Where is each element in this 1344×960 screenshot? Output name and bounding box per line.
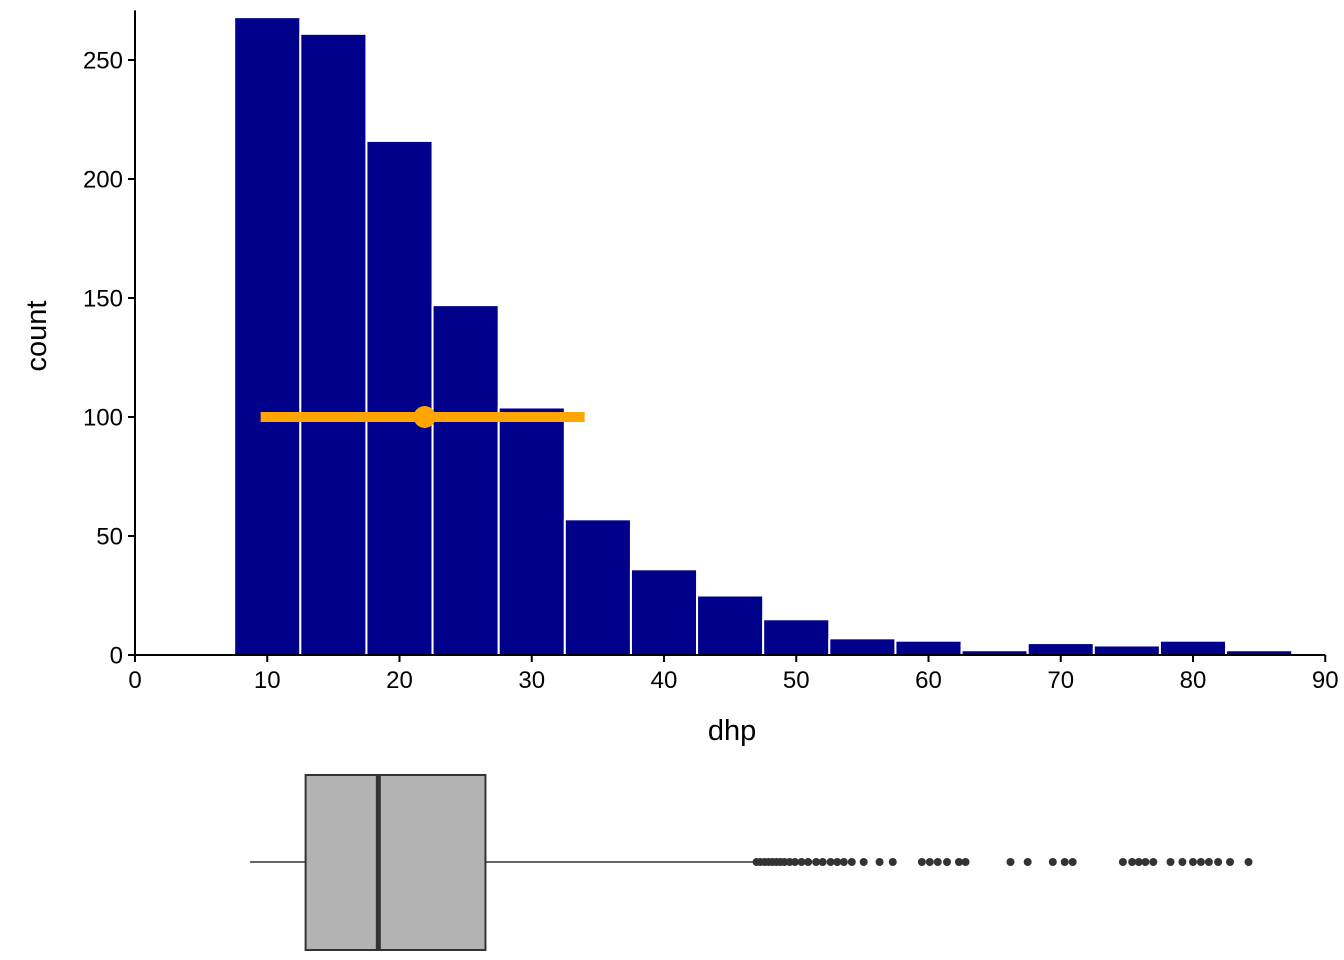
- outlier-point-22: [917, 858, 926, 866]
- outlier-point-39: [1178, 858, 1187, 866]
- outlier-point-21: [888, 858, 897, 866]
- outlier-point-23: [925, 858, 934, 866]
- x-axis-title: dhp: [708, 715, 756, 747]
- outlier-point-19: [859, 858, 868, 866]
- outlier-point-33: [1118, 858, 1127, 866]
- outlier-point-43: [1214, 858, 1223, 866]
- outlier-point-11: [797, 858, 806, 866]
- x-tick-label-0: 0: [128, 667, 141, 694]
- outlier-point-40: [1189, 858, 1197, 866]
- histogram-bars: [233, 16, 1294, 657]
- interquartile-box: [304, 774, 487, 951]
- outlier-point-24: [933, 858, 942, 866]
- histogram-bar-9: [762, 618, 831, 656]
- y-tick-label-150: 150: [83, 286, 123, 313]
- outlier-point-30: [1048, 858, 1057, 866]
- histogram-bar-15: [1158, 639, 1228, 656]
- y-tick-label-50: 50: [96, 524, 123, 551]
- histogram-bar-6: [563, 518, 632, 657]
- outlier-point-10: [790, 858, 799, 866]
- histogram-bar-4: [431, 304, 500, 656]
- x-axis-ticks: 0 10 20 30 40 50 60 70 80 90: [128, 655, 1339, 694]
- outlier-point-38: [1166, 858, 1175, 866]
- outlier-point-37: [1149, 858, 1158, 866]
- y-tick-label-200: 200: [83, 167, 123, 194]
- x-tick-label-70: 70: [1047, 667, 1074, 694]
- y-tick-label-100: 100: [83, 405, 123, 432]
- x-tick-label-60: 60: [915, 667, 942, 694]
- y-tick-label-0: 0: [110, 643, 123, 670]
- outlier-point-32: [1068, 858, 1077, 866]
- y-axis-title: count: [21, 301, 53, 372]
- histogram-bar-3: [365, 139, 434, 657]
- y-axis-ticks: 0 50 100 150 200 250: [83, 48, 135, 670]
- outlier-point-12: [804, 858, 813, 866]
- x-tick-label-90: 90: [1312, 667, 1339, 694]
- x-tick-label-80: 80: [1180, 667, 1207, 694]
- outlier-point-18: [847, 858, 856, 866]
- outlier-point-20: [875, 858, 884, 866]
- outlier-point-17: [839, 858, 848, 866]
- histogram-axes: [134, 10, 1326, 656]
- outlier-point-42: [1204, 858, 1213, 866]
- outlier-point-29: [1023, 858, 1032, 866]
- outlier-point-14: [818, 858, 827, 866]
- histogram-bar-8: [696, 594, 765, 656]
- outlier-point-35: [1134, 858, 1143, 866]
- outlier-point-31: [1060, 858, 1069, 866]
- histogram-bar-5: [497, 406, 566, 657]
- x-tick-label-50: 50: [783, 667, 810, 694]
- outlier-point-28: [1006, 858, 1015, 866]
- x-tick-label-20: 20: [386, 667, 413, 694]
- histogram-bar-10: [828, 637, 897, 657]
- outlier-point-16: [833, 858, 842, 866]
- outlier-point-26: [954, 858, 963, 866]
- histogram-bar-11: [894, 639, 963, 656]
- outlier-point-45: [1244, 858, 1253, 866]
- outlier-point-34: [1128, 858, 1137, 866]
- x-tick-label-10: 10: [254, 667, 281, 694]
- outlier-point-25: [943, 858, 952, 866]
- outlier-point-44: [1226, 858, 1235, 866]
- boxplot: [250, 774, 1253, 951]
- y-tick-label-250: 250: [83, 48, 123, 75]
- mean-interval-marker: [260, 406, 585, 428]
- histogram-bar-2: [299, 32, 368, 656]
- x-tick-label-40: 40: [651, 667, 678, 694]
- mean-point: [413, 406, 436, 428]
- histogram-bar-13: [1026, 642, 1095, 656]
- outlier-point-13: [812, 858, 821, 866]
- x-tick-label-30: 30: [518, 667, 545, 694]
- histogram-bar-1: [233, 16, 302, 657]
- outlier-point-27: [961, 858, 970, 866]
- outlier-point-36: [1141, 858, 1150, 866]
- outlier-point-41: [1196, 858, 1205, 866]
- outlier-point-15: [826, 858, 835, 866]
- histogram-bar-14: [1092, 644, 1161, 656]
- histogram-bar-7: [629, 568, 699, 657]
